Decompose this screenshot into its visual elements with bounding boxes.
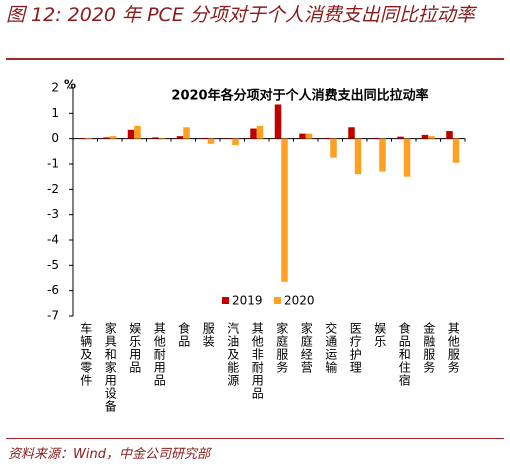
rule (6, 58, 504, 60)
y-tick-label: -3 (47, 207, 59, 221)
bar (354, 138, 362, 175)
y-tick-label: -1 (47, 157, 59, 171)
bar (323, 137, 331, 139)
x-tick-label: 家庭经营 (299, 321, 313, 374)
legend-swatch (274, 297, 281, 304)
bar (348, 127, 355, 139)
bar (176, 136, 184, 139)
y-tick-label: -6 (47, 283, 59, 297)
bar (403, 138, 411, 177)
bar (281, 138, 288, 282)
x-tick-label: 食品 (177, 321, 191, 348)
source: 资料来源：Wind，中金公司研究部 (8, 447, 210, 462)
y-tick-label: 1 (51, 106, 59, 120)
chart-title: 2020年各分项对于个人消费支出同比拉动率 (171, 88, 428, 104)
x-tick-label: 医疗护理 (348, 322, 362, 374)
bar (127, 129, 135, 139)
x-tick-label: 其他服务 (446, 322, 460, 374)
x-tick-label: 娱乐用品 (128, 322, 142, 374)
legend-label: 2019 (232, 294, 263, 308)
bar (152, 137, 159, 139)
legend-swatch (222, 297, 229, 304)
y-tick-label: -5 (47, 258, 59, 272)
bar (330, 138, 337, 158)
rule (6, 438, 504, 439)
x-tick-label: 金融服务 (422, 321, 436, 374)
x-tick-label: 汽油及能源 (226, 321, 240, 387)
bar (446, 131, 453, 139)
bar (250, 128, 257, 139)
bar (299, 133, 306, 139)
bar (158, 138, 166, 139)
x-tick-label: 家庭服务 (275, 321, 289, 374)
bar (397, 136, 404, 139)
bar (78, 138, 86, 139)
y-tick-label: -2 (47, 182, 59, 196)
bar (428, 136, 435, 139)
x-tick-label: 食品和住宿 (397, 321, 411, 387)
bar (421, 134, 429, 139)
bar (379, 138, 386, 172)
y-tick-label: 2 (51, 81, 59, 95)
bar (372, 137, 380, 139)
figure-title: 图 12: 2020 年 PCE 分项对于个人消费支出同比拉动率 (6, 4, 475, 26)
y-tick-label: 0 (51, 131, 59, 145)
bar (103, 137, 110, 139)
x-tick-label: 其他耐用品 (152, 322, 166, 387)
bar (85, 137, 92, 139)
x-tick-label: 娱乐 (373, 322, 387, 348)
bar (109, 136, 117, 139)
bar (225, 138, 233, 139)
bar (201, 137, 208, 139)
x-tick-label: 车辆及零件 (79, 321, 93, 387)
bar (183, 127, 190, 139)
y-tick-label: -4 (47, 233, 59, 247)
bar (232, 138, 239, 145)
y-tick-label: -7 (47, 309, 59, 323)
x-tick-label: 家具和家用设备 (103, 321, 117, 413)
x-tick-label: 服装 (201, 322, 215, 348)
chart: 2020年各分项对于个人消费支出同比拉动率 % -7 -6 -5 -4 -3 -2 -1 0 1… (47, 78, 466, 413)
y-unit: % (64, 78, 76, 92)
bar (274, 104, 282, 139)
bar (452, 138, 460, 163)
bar (207, 138, 215, 144)
x-tick-label: 交通运输 (324, 321, 338, 374)
x-tick-label: 其他非耐用品 (250, 322, 264, 400)
bar (134, 126, 141, 139)
legend-label: 2020 (284, 294, 315, 308)
bar (256, 126, 264, 139)
bar (305, 133, 313, 139)
